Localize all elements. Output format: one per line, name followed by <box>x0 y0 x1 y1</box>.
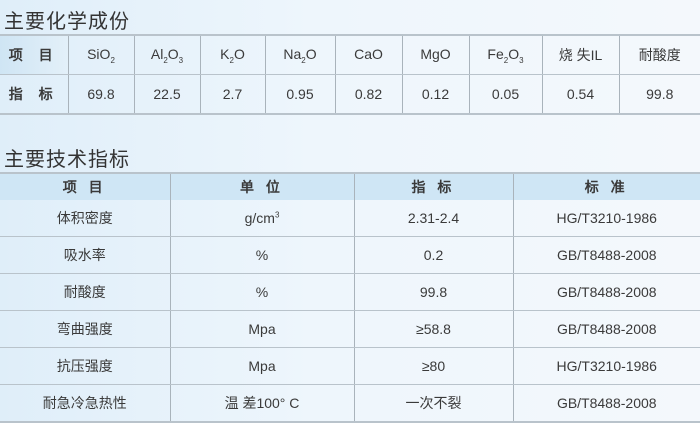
header-item: 项 目 <box>0 173 170 200</box>
unit-cell: % <box>169 273 354 311</box>
value-cell: 0.2 <box>353 236 513 274</box>
row-label: 项 目 <box>0 35 68 75</box>
table-row: 弯曲强度 Mpa ≥58.8 GB/T8488-2008 <box>0 310 700 348</box>
chemical-composition-table: 项 目 SiO2 Al2O3 K2O Na2O CaO MgO Fe2O3 烧 失IL 耐酸度 … <box>0 34 700 115</box>
standard-cell: HG/T3210-1986 <box>512 200 700 237</box>
component-name: CaO <box>334 35 402 75</box>
component-name: MgO <box>401 35 469 75</box>
composition-value-row: 指 标 69.8 22.5 2.7 0.95 0.82 0.12 0.05 0.54 99.8 <box>0 74 700 114</box>
component-value: 22.5 <box>133 74 200 114</box>
row-label: 指 标 <box>8 86 59 102</box>
component-value: 2.7 <box>199 74 265 114</box>
item-cell: 体积密度 <box>0 200 170 237</box>
component-value: 0.12 <box>401 74 469 114</box>
unit-cell: % <box>169 236 354 274</box>
item-cell: 弯曲强度 <box>0 310 170 348</box>
component-name: Fe2O3 <box>468 35 542 75</box>
component-name: 烧 失IL <box>541 35 619 75</box>
table-row: 抗压强度 Mpa ≥80 HG/T3210-1986 <box>0 347 700 385</box>
composition-title: 主要化学成份 <box>4 11 130 33</box>
value-cell: 一次不裂 <box>353 384 513 422</box>
header-unit: 单 位 <box>169 173 354 200</box>
unit-cell: g/cm3 <box>169 200 354 237</box>
component-name: SiO2 <box>67 35 134 75</box>
technical-title: 主要技术指标 <box>4 149 130 171</box>
component-value: 99.8 <box>618 74 700 114</box>
table-row: 体积密度 g/cm3 2.31-2.4 HG/T3210-1986 <box>0 200 700 237</box>
value-cell: ≥80 <box>353 347 513 385</box>
standard-cell: GB/T8488-2008 <box>512 236 700 274</box>
unit-cell: Mpa <box>169 310 354 348</box>
item-cell: 耐酸度 <box>0 273 170 311</box>
standard-cell: GB/T8488-2008 <box>512 384 700 422</box>
component-value: 0.82 <box>334 74 402 114</box>
component-name: Al2O3 <box>133 35 200 75</box>
item-cell: 吸水率 <box>0 236 170 274</box>
table-row: 耐酸度 % 99.8 GB/T8488-2008 <box>0 273 700 311</box>
table-row: 吸水率 % 0.2 GB/T8488-2008 <box>0 236 700 274</box>
value-cell: ≥58.8 <box>353 310 513 348</box>
composition-header-row: 项 目 SiO2 Al2O3 K2O Na2O CaO MgO Fe2O3 烧 失IL 耐酸度 <box>0 35 700 75</box>
standard-cell: GB/T8488-2008 <box>512 310 700 348</box>
header-standard: 标 准 <box>512 173 700 200</box>
item-cell: 耐急冷急热性 <box>42 395 127 411</box>
unit-cell: 温 差100° C <box>169 384 354 422</box>
table-header-row: 项 目 单 位 指 标 标 准 <box>0 173 700 200</box>
value-cell: 2.31-2.4 <box>353 200 513 237</box>
item-cell: 抗压强度 <box>0 347 170 385</box>
component-value: 0.54 <box>541 74 619 114</box>
component-value: 0.05 <box>468 74 542 114</box>
component-name: Na2O <box>264 35 335 75</box>
value-cell: 99.8 <box>353 273 513 311</box>
standard-cell: HG/T3210-1986 <box>512 347 700 385</box>
header-value: 指 标 <box>353 173 513 200</box>
technical-spec-table: 项 目 单 位 指 标 标 准 体积密度 g/cm3 2.31-2.4 HG/T… <box>0 172 700 423</box>
unit-cell: Mpa <box>169 347 354 385</box>
component-value: 0.95 <box>264 74 335 114</box>
table-row: 耐急冷急热性 温 差100° C 一次不裂 GB/T8488-2008 <box>0 384 700 422</box>
component-name: K2O <box>199 35 265 75</box>
standard-cell: GB/T8488-2008 <box>512 273 700 311</box>
component-value: 69.8 <box>67 74 134 114</box>
component-name: 耐酸度 <box>618 35 700 75</box>
